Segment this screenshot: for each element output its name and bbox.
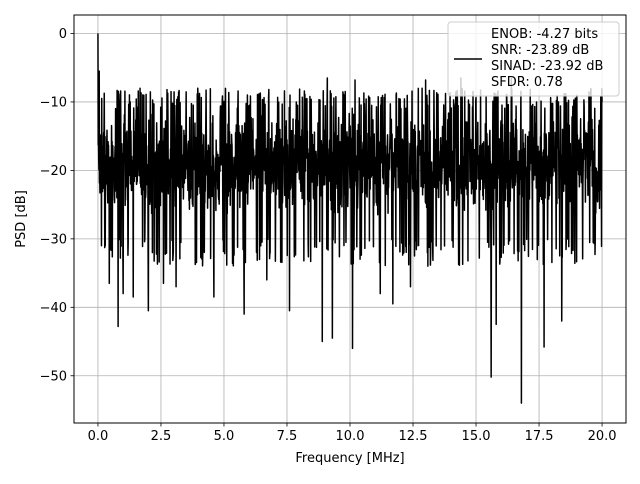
x-tick-label: 12.5 (399, 429, 428, 444)
x-tick-label: 5.0 (214, 429, 235, 444)
y-tick-label: −50 (40, 369, 67, 384)
legend-sfdr-text: SFDR: 0.78 (491, 75, 563, 90)
x-tick-label: 7.5 (277, 429, 298, 444)
legend-sinad-text: SINAD: -23.92 dB (491, 59, 603, 74)
y-tick-label: −40 (40, 301, 67, 316)
y-axis-label: PSD [dB] (14, 190, 29, 248)
legend: ENOB: -4.27 bits SNR: -23.89 dB SINAD: -… (447, 21, 620, 97)
legend-box (447, 21, 620, 97)
y-tick-label: −20 (40, 164, 67, 179)
psd-series-line (97, 33, 603, 404)
y-tick-label: 0 (59, 27, 67, 42)
x-tick-label: 15.0 (462, 429, 491, 444)
legend-enob-text: ENOB: -4.27 bits (491, 27, 598, 42)
y-tick-label: −30 (40, 232, 67, 247)
x-tick-label: 10.0 (336, 429, 365, 444)
legend-snr-text: SNR: -23.89 dB (491, 43, 589, 58)
x-tick-label: 2.5 (151, 429, 172, 444)
x-axis-label: Frequency [MHz] (295, 451, 404, 466)
x-axis-ticks: 0.0 2.5 5.0 7.5 10.0 12.5 15.0 17.5 20.0 (88, 423, 617, 444)
y-axis-ticks: 0 −10 −20 −30 −40 −50 (40, 27, 74, 384)
x-tick-label: 17.5 (525, 429, 554, 444)
x-tick-label: 0.0 (88, 429, 109, 444)
plot-area (97, 33, 603, 404)
y-tick-label: −10 (40, 95, 67, 110)
x-tick-label: 20.0 (588, 429, 617, 444)
